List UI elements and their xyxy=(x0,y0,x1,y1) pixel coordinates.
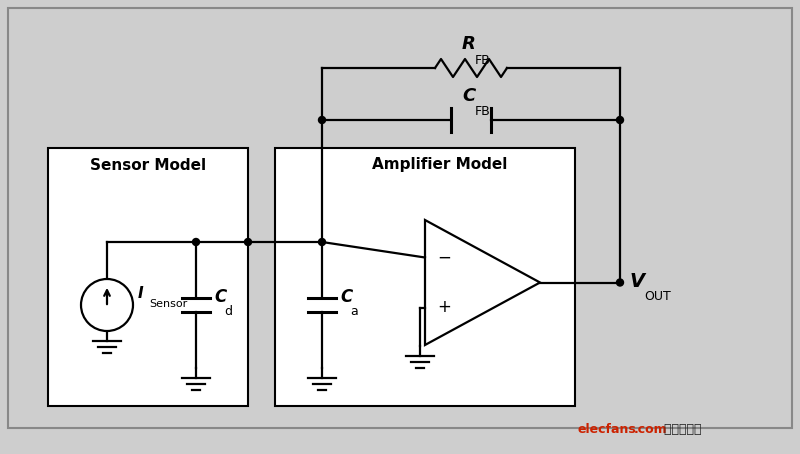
Text: I: I xyxy=(138,286,144,301)
Circle shape xyxy=(81,279,133,331)
Circle shape xyxy=(318,117,326,123)
Text: 电子发烧友: 电子发烧友 xyxy=(660,423,702,436)
Circle shape xyxy=(617,117,623,123)
FancyBboxPatch shape xyxy=(48,148,248,406)
Text: C: C xyxy=(340,288,352,306)
Text: C: C xyxy=(214,288,226,306)
Text: FB: FB xyxy=(475,105,491,118)
Circle shape xyxy=(193,238,199,246)
Text: d: d xyxy=(224,305,232,318)
Text: Sensor: Sensor xyxy=(149,299,187,309)
Text: Amplifier Model: Amplifier Model xyxy=(372,158,508,173)
Text: .com: .com xyxy=(634,423,668,436)
Text: +: + xyxy=(437,298,451,316)
Circle shape xyxy=(318,238,326,246)
Text: −: − xyxy=(437,248,451,266)
Text: V: V xyxy=(630,272,645,291)
Text: R: R xyxy=(462,35,476,53)
FancyBboxPatch shape xyxy=(8,8,792,428)
Text: FB: FB xyxy=(475,54,491,67)
Text: Sensor Model: Sensor Model xyxy=(90,158,206,173)
Text: C: C xyxy=(462,87,476,105)
Circle shape xyxy=(245,238,251,246)
Text: elecfans: elecfans xyxy=(578,423,637,436)
Circle shape xyxy=(617,279,623,286)
FancyBboxPatch shape xyxy=(275,148,575,406)
Text: a: a xyxy=(350,305,358,318)
Text: OUT: OUT xyxy=(644,290,670,302)
